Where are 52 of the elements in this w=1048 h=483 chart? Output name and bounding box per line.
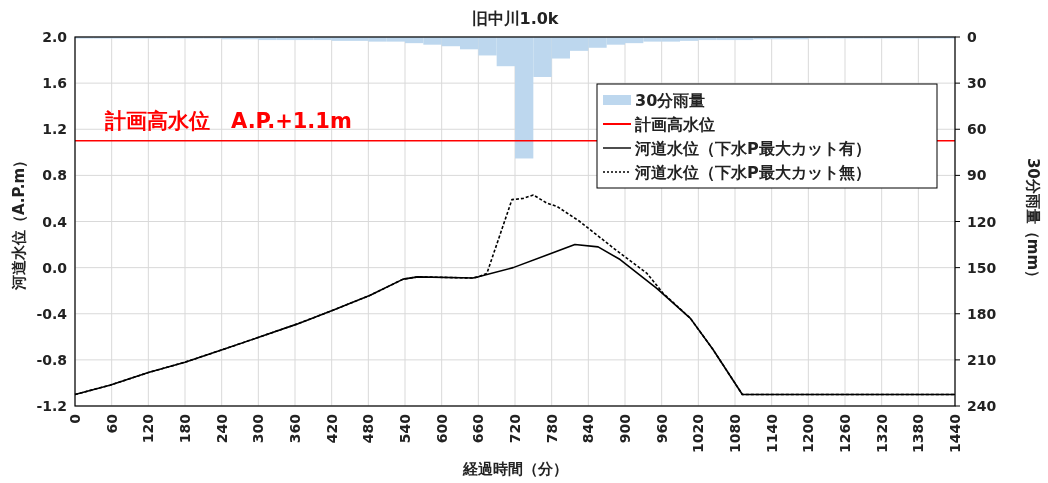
annotation: 計画高水位 A.P.+1.1m (104, 108, 352, 133)
x-tick-label: 360 (287, 413, 303, 444)
x-tick-label: 60 (103, 413, 120, 434)
x-tick-label: 780 (543, 413, 560, 444)
x-tick-label: 480 (360, 413, 377, 444)
legend-label: 河道水位（下水P最大カット有） (634, 139, 871, 158)
x-tick-label: 1200 (800, 413, 817, 453)
y-tick-label: 1.2 (42, 121, 67, 138)
x-tick-label: 1140 (763, 413, 780, 453)
y2-tick-label: 90 (967, 167, 987, 184)
y2-tick-label: 150 (967, 259, 997, 276)
y2-tick-label: 240 (967, 398, 997, 414)
x-tick-label: 300 (250, 413, 267, 444)
x-axis-title: 経過時間（分） (461, 460, 568, 478)
legend-label: 河道水位（下水P最大カット無） (634, 163, 871, 182)
y2-axis-title: 30分雨量（mm） (1024, 157, 1042, 286)
x-tick-label: 900 (617, 413, 633, 444)
y-tick-label: 0.4 (42, 213, 68, 230)
x-tick-label: 1260 (837, 413, 853, 453)
x-tick-label: 420 (323, 413, 340, 444)
x-tick-label: 1320 (873, 413, 890, 453)
y2-tick-label: 120 (967, 213, 997, 230)
x-tick-label: 180 (177, 413, 193, 444)
x-tick-label: 120 (140, 413, 157, 444)
y2-tick-label: 180 (967, 305, 997, 322)
x-tick-label: 1080 (727, 413, 743, 453)
y-tick-label: 0.8 (42, 167, 67, 184)
x-tick-label: 720 (507, 413, 523, 444)
x-tick-label: 540 (397, 413, 413, 444)
y-tick-label: -1.2 (36, 398, 67, 414)
y-tick-label: 1.6 (42, 75, 67, 92)
x-tick-label: 840 (580, 413, 597, 444)
x-tick-label: 240 (213, 413, 230, 444)
x-tick-label: 600 (433, 413, 450, 444)
x-tick-label: 660 (470, 413, 487, 444)
x-tick-label: 960 (653, 413, 670, 444)
x-tick-label: 1380 (910, 413, 927, 453)
y2-tick-label: 210 (967, 351, 997, 368)
y-axis-title: 河道水位（A.P.m） (10, 152, 28, 292)
chart-title: 旧中川1.0k (471, 9, 559, 28)
legend-label: 30分雨量 (635, 91, 706, 110)
y-tick-label: 0.0 (42, 259, 68, 276)
y-tick-label: -0.4 (36, 305, 68, 322)
y-tick-label: -0.8 (36, 351, 67, 368)
y2-tick-label: 30 (967, 75, 987, 92)
x-tick-label: 1440 (947, 413, 963, 453)
x-tick-label: 1020 (690, 413, 707, 453)
y2-tick-label: 60 (967, 121, 987, 138)
y2-tick-label: 0 (967, 29, 977, 45)
y-tick-label: 2.0 (42, 29, 68, 45)
legend-label: 計画高水位 (634, 115, 715, 134)
x-tick-label: 0 (67, 413, 83, 424)
